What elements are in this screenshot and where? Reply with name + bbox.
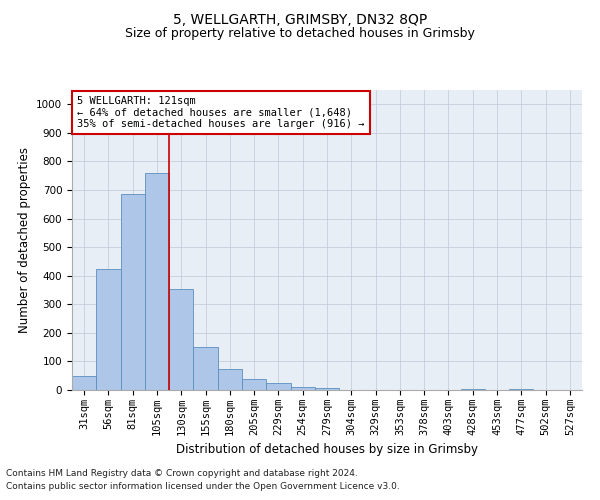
Y-axis label: Number of detached properties: Number of detached properties xyxy=(17,147,31,333)
Bar xyxy=(121,194,145,390)
Bar xyxy=(96,268,121,390)
Bar xyxy=(218,368,242,390)
Text: Contains HM Land Registry data © Crown copyright and database right 2024.: Contains HM Land Registry data © Crown c… xyxy=(6,468,358,477)
Text: 5, WELLGARTH, GRIMSBY, DN32 8QP: 5, WELLGARTH, GRIMSBY, DN32 8QP xyxy=(173,12,427,26)
Text: Size of property relative to detached houses in Grimsby: Size of property relative to detached ho… xyxy=(125,28,475,40)
Bar xyxy=(169,288,193,390)
Text: 5 WELLGARTH: 121sqm
← 64% of detached houses are smaller (1,648)
35% of semi-det: 5 WELLGARTH: 121sqm ← 64% of detached ho… xyxy=(77,96,365,129)
Text: Contains public sector information licensed under the Open Government Licence v3: Contains public sector information licen… xyxy=(6,482,400,491)
Bar xyxy=(72,376,96,390)
Bar xyxy=(315,388,339,390)
Bar xyxy=(242,380,266,390)
Bar xyxy=(266,383,290,390)
Bar xyxy=(509,388,533,390)
Bar xyxy=(193,347,218,390)
X-axis label: Distribution of detached houses by size in Grimsby: Distribution of detached houses by size … xyxy=(176,444,478,456)
Bar xyxy=(145,173,169,390)
Bar xyxy=(290,386,315,390)
Bar xyxy=(461,388,485,390)
